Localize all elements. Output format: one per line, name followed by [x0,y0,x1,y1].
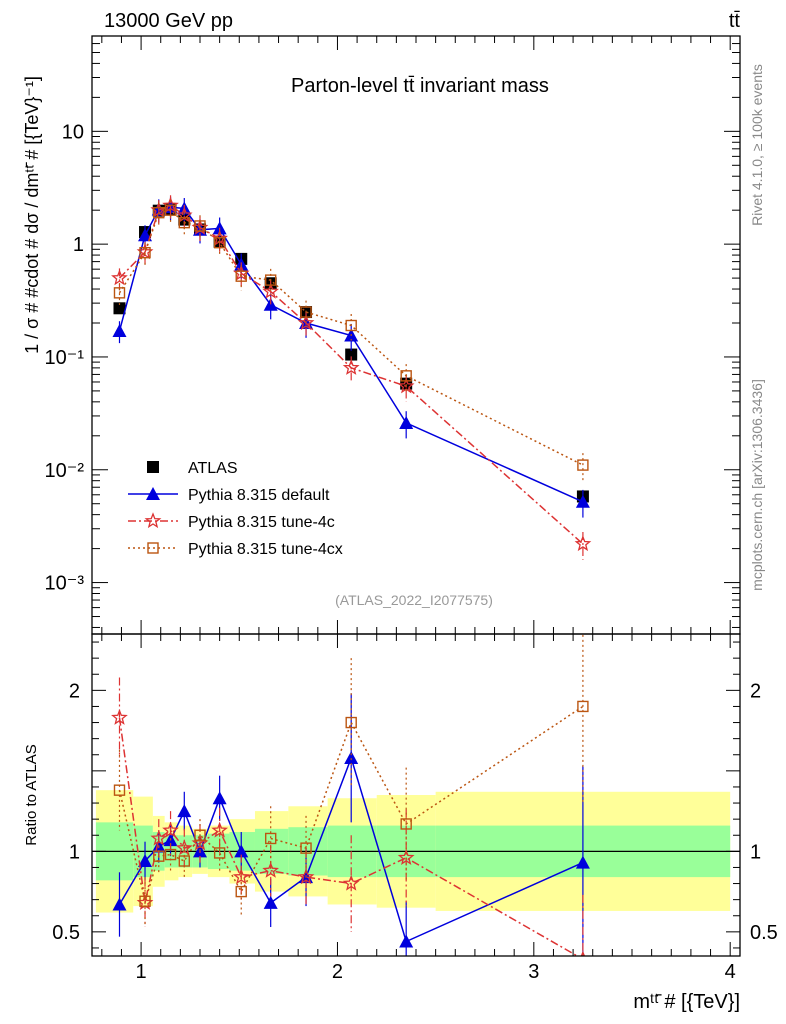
y-tick-label: 10 [62,121,84,143]
ratio-y-axis-label: Ratio to ATLAS [23,744,40,845]
x-axis-label: mᵗᵗ̄ # [{TeV}] [633,991,740,1013]
data-point [153,206,165,219]
legend-marker [146,487,160,500]
data-point [113,302,126,315]
chart-title: Parton-level tt̄ invariant mass [291,75,549,97]
data-point [138,228,153,242]
mcplots-url-label: mcplots.cern.ch [arXiv:1306.3436] [749,379,765,591]
ratio-point [211,821,229,838]
ratio-point [232,868,250,885]
ratio-point [297,868,315,885]
ratio-point [177,804,192,818]
rivet-version-label: Rivet 4.1.0, ≥ 100k events [749,64,765,226]
ratio-point [112,897,127,911]
ratio-point [577,700,589,713]
ratio-tick-label: 2 [750,680,761,702]
ratio-point [113,784,126,796]
legend-label: Pythia 8.315 tune-4c [188,514,335,531]
ratio-point [397,848,415,865]
data-point [112,323,127,337]
ratio-point [235,885,247,898]
ratio-axis-ticks: 1 2 3 4 0.5 0.5 1 1 2 2 [52,634,778,983]
y-axis-label: 1 / σ # #cdot # dσ / dmᵗᵗ̄ # [{TeV}⁻¹] [22,76,42,354]
data-point [400,370,412,382]
ratio-point [178,855,190,867]
data-point [139,246,151,259]
data-point [178,216,190,229]
ratio-point [262,861,279,878]
data-point [113,287,126,299]
ratio-point [153,850,165,862]
legend-marker [147,461,159,473]
ratio-tick-label: 1 [69,841,80,863]
ratio-point [575,855,590,869]
ratio-point [263,895,278,909]
main-data-layer [111,195,592,560]
main-axis-ticks: 10⁻³ 10⁻² 10⁻¹ 1 10 [45,35,740,634]
data-point [211,229,229,246]
data-point [264,274,277,286]
x-tick-label: 3 [528,961,539,983]
data-point [194,220,206,232]
data-point [575,494,590,508]
ratio-point [399,934,414,948]
legend-marker [144,512,162,529]
ratio-point [344,750,359,764]
data-point [162,196,179,213]
ratio-point [264,832,277,845]
ratio-data-layer [111,634,590,956]
data-point [345,319,357,332]
analysis-id-label: (ATLAS_2022_I2077575) [335,592,493,608]
x-tick-label: 2 [332,961,343,983]
ratio-point [300,842,312,854]
data-point [164,204,177,216]
legend-label: Pythia 8.315 tune-4cx [188,541,343,558]
ratio-point [400,818,412,830]
ratio-point [213,847,226,859]
ratio-point [139,895,151,907]
y-tick-label: 1 [73,234,84,256]
ratio-point [342,874,360,891]
ratio-tick-label: 1 [750,841,761,863]
x-tick-label: 4 [725,961,736,983]
ratio-panel: 1 2 3 4 0.5 0.5 1 1 2 2 Ratio to ATLAS mᵗᵗ̄ # [{T… [23,633,778,1013]
ratio-point [580,950,586,956]
ratio-point [162,821,179,838]
ratio-tick-label: 0.5 [750,922,778,944]
data-point [399,415,414,429]
data-point [577,459,589,471]
data-point [574,535,592,552]
collision-energy-label: 13000 GeV pp [104,10,233,32]
y-tick-label: 10⁻³ [45,573,85,595]
ratio-point [345,716,357,729]
ratio-point [191,834,209,851]
data-point [235,270,247,282]
legend: ATLAS Pythia 8.315 default Pythia 8.315 tu… [128,460,343,558]
ratio-point [111,708,128,725]
data-point [345,348,358,361]
ratio-point [194,829,206,841]
y-tick-label: 10⁻² [45,460,85,482]
main-panel: 10⁻³ 10⁻² 10⁻¹ 1 10 Parton-level tt̄ invaria… [22,35,741,635]
ratio-point [234,844,249,858]
ratio-point [164,848,177,861]
data-point [300,306,312,318]
process-label: tt̄ [729,10,741,32]
ratio-tick-label: 2 [69,680,80,702]
ratio-point [212,791,227,805]
ratio-tick-label: 0.5 [52,922,80,944]
legend-label: Pythia 8.315 default [188,487,330,504]
y-tick-label: 10⁻¹ [45,347,85,369]
legend-marker [147,542,159,554]
data-point [342,359,360,375]
ratio-point [138,854,153,868]
data-point [111,269,128,286]
data-point [213,236,226,249]
x-tick-label: 1 [136,961,147,983]
legend-label: ATLAS [188,460,238,477]
